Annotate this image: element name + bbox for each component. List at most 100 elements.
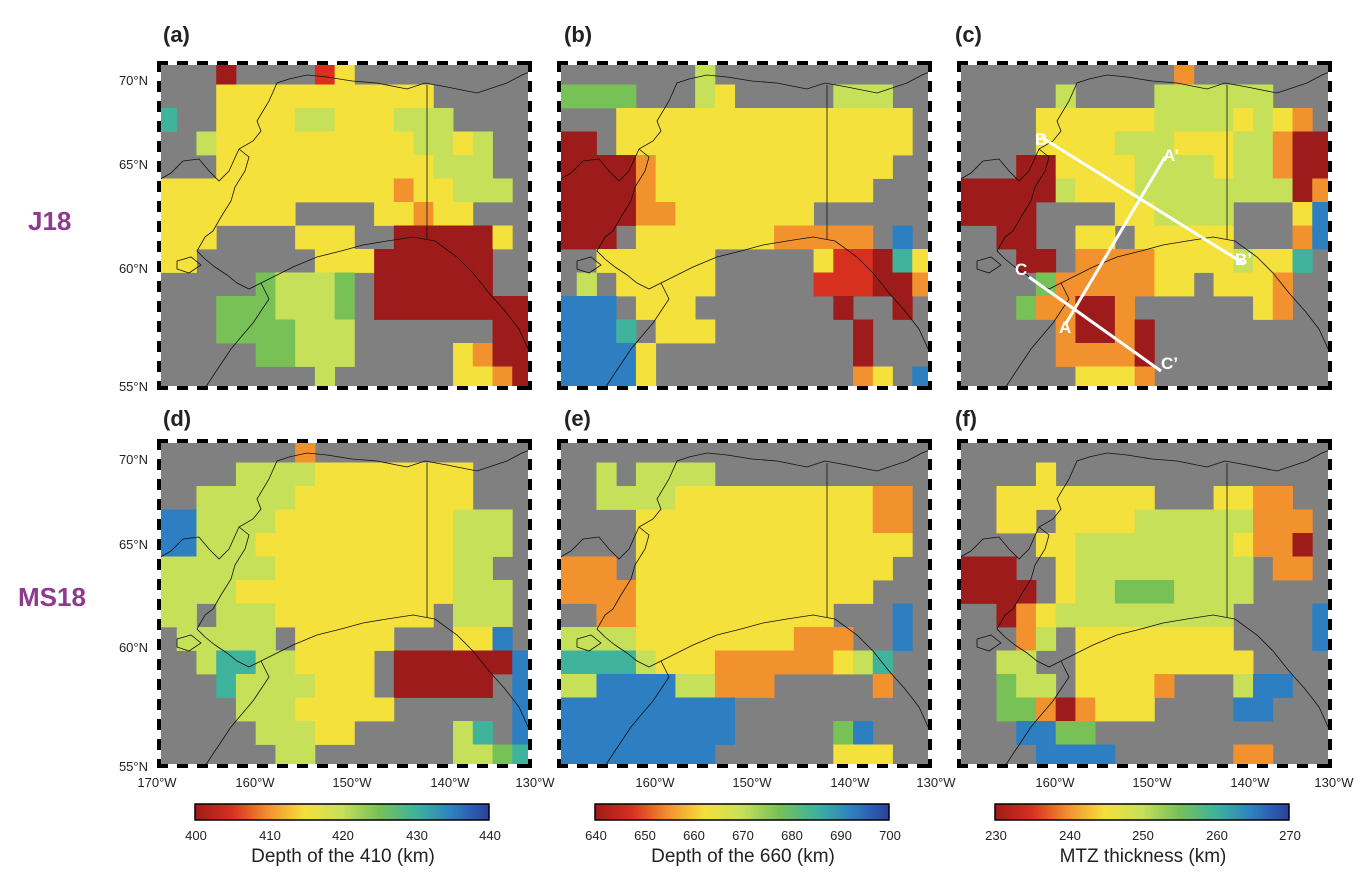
grid-cell [492, 580, 513, 604]
grid-cell [754, 108, 775, 132]
grid-cell [374, 131, 395, 156]
grid-cell [576, 674, 597, 698]
grid-cell [1292, 108, 1313, 132]
map-svg-f [957, 439, 1332, 768]
grid-cell [1174, 650, 1195, 675]
profile-line [1063, 156, 1167, 326]
grid-cell [1134, 108, 1155, 132]
grid-cell [433, 272, 454, 297]
grid-cell [635, 225, 657, 250]
grid-cell [853, 108, 874, 132]
grid-cell [853, 84, 874, 109]
coastline [157, 70, 532, 182]
grid-cell [635, 627, 657, 651]
grid-cell [675, 556, 696, 581]
grid-cell [334, 343, 355, 367]
grid-cell [1213, 627, 1234, 651]
grid-cell [1055, 533, 1076, 557]
grid-cell [754, 603, 775, 628]
grid-cell [616, 697, 637, 722]
grid-cell [695, 84, 716, 109]
grid-cell [216, 556, 237, 581]
grid-cell [833, 155, 854, 179]
grid-cell [1233, 155, 1254, 179]
grid-cell [675, 155, 696, 179]
grid-cell [596, 178, 617, 203]
map-panel-c-mtz-thickness-j18: A A’ B B’ C C’ [957, 61, 1332, 390]
grid-cell [1233, 509, 1254, 534]
grid-cell [996, 486, 1017, 510]
grid-cell [635, 366, 657, 390]
grid-cell [216, 580, 237, 604]
grid-cell [295, 108, 316, 132]
grid-cell [714, 721, 736, 745]
grid-cell [453, 366, 474, 390]
grid-cell [453, 202, 474, 226]
grid-cell [576, 650, 597, 675]
lon-label-150w: 150°W [332, 775, 372, 790]
grid-cell [354, 697, 375, 722]
grid-cell [976, 580, 997, 604]
grid-cell [833, 556, 854, 581]
grid-cell [1016, 627, 1037, 651]
grid-cell [853, 272, 874, 297]
coastline [1000, 660, 1070, 768]
grid-cell [393, 650, 414, 675]
grid-cell [275, 697, 296, 722]
grid-cell [275, 462, 296, 487]
grid-cell [255, 674, 276, 698]
grid-cell [1075, 721, 1096, 745]
grid-cell [872, 84, 893, 109]
grid-cell [1134, 486, 1155, 510]
grid-cell [472, 580, 493, 604]
grid-cell [314, 721, 336, 745]
coastline [576, 256, 602, 274]
map-svg-a [157, 61, 532, 390]
grid-cell [1075, 178, 1096, 203]
grid-cell [433, 556, 454, 581]
grid-cell [1233, 674, 1254, 698]
grid-cell [675, 533, 696, 557]
grid-cell [1134, 202, 1155, 226]
grid-cell [453, 580, 474, 604]
grid-cell [734, 627, 755, 651]
grid-cell [196, 509, 217, 534]
grid-cell [216, 319, 237, 344]
grid-cell [1312, 603, 1332, 628]
grid-cell [453, 178, 474, 203]
grid-cell [334, 84, 355, 109]
grid-cell [1253, 178, 1274, 203]
lat-label-60n: 60°N [118, 261, 148, 276]
grid-cell [576, 155, 597, 179]
grid-cell [616, 674, 637, 698]
grid-cell [635, 249, 657, 273]
grid-cell [655, 556, 676, 581]
grid-cell [1095, 603, 1116, 628]
grid-cell [813, 155, 834, 179]
grid-cell [1174, 61, 1195, 85]
grid-cell [216, 627, 237, 651]
grid-cell [833, 296, 854, 320]
grid-cell [295, 439, 316, 463]
grid-cell [596, 721, 617, 745]
grid-cell [774, 178, 795, 203]
grid-cell [157, 603, 178, 628]
grid-cell [1213, 84, 1234, 109]
grid-cell [176, 202, 197, 226]
grid-cell [453, 627, 474, 651]
grid-cell [1174, 225, 1195, 250]
grid-cell [655, 462, 676, 487]
grid-cell [616, 155, 637, 179]
grid-cell [714, 225, 736, 250]
grid-cell [1193, 84, 1214, 109]
grid-cell [334, 319, 355, 344]
grid-cell [433, 650, 454, 675]
grid-cell [853, 225, 874, 250]
grid-cell [314, 697, 336, 722]
grid-cell [413, 509, 434, 534]
grid-cell [354, 650, 375, 675]
grid-cell [1095, 272, 1116, 297]
grid-cell [616, 603, 637, 628]
grid-cell [714, 650, 736, 675]
grid-cell [295, 721, 316, 745]
